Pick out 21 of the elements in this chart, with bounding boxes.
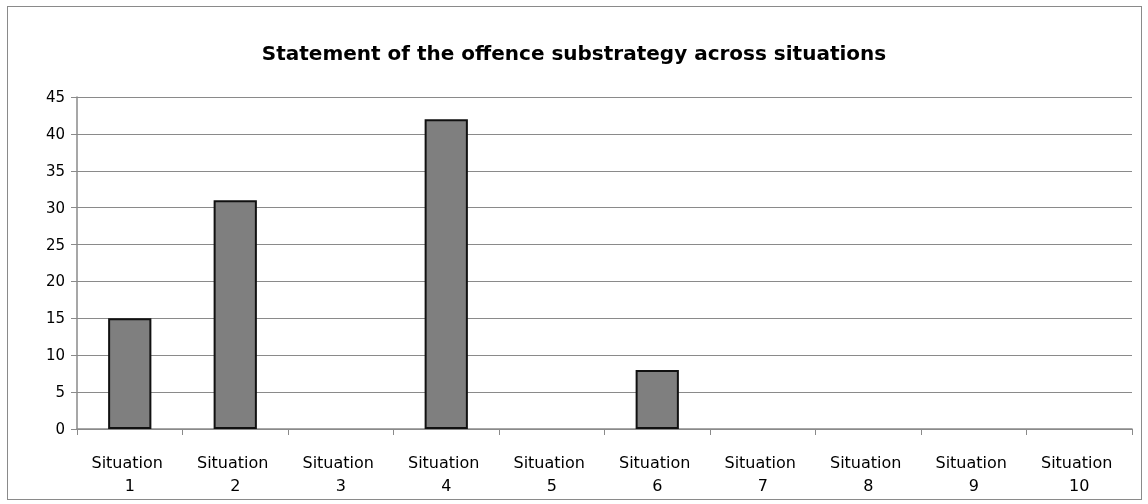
x-tick-label: Situation 10 xyxy=(1040,453,1118,495)
x-tick-label: Situation 6 xyxy=(618,453,696,495)
x-tick-label: Situation 3 xyxy=(302,453,380,495)
chart-title: Statement of the offence substrategy across situations xyxy=(261,41,887,65)
y-tick-label: 20 xyxy=(45,272,65,291)
y-tick-label: 0 xyxy=(55,420,65,438)
x-tick-label: Situation 4 xyxy=(407,453,485,495)
x-tick-label: Situation 5 xyxy=(513,453,591,495)
x-tick-label: Situation 2 xyxy=(196,453,274,495)
y-tick-label: 10 xyxy=(45,346,65,365)
y-tick-label: 40 xyxy=(45,124,65,143)
y-tick-label: 25 xyxy=(45,235,65,254)
x-tick-label: Situation 7 xyxy=(724,453,802,495)
x-tick-label: Situation 8 xyxy=(829,453,907,495)
y-tick-label: 15 xyxy=(45,309,65,328)
x-tick-label: Situation 1 xyxy=(91,453,169,495)
y-tick-label: 5 xyxy=(55,383,65,402)
x-tick-label: Situation 9 xyxy=(935,453,1013,495)
y-tick-label: 30 xyxy=(45,198,65,217)
y-tick-label: 35 xyxy=(45,161,65,180)
y-tick-label: 45 xyxy=(45,88,65,106)
